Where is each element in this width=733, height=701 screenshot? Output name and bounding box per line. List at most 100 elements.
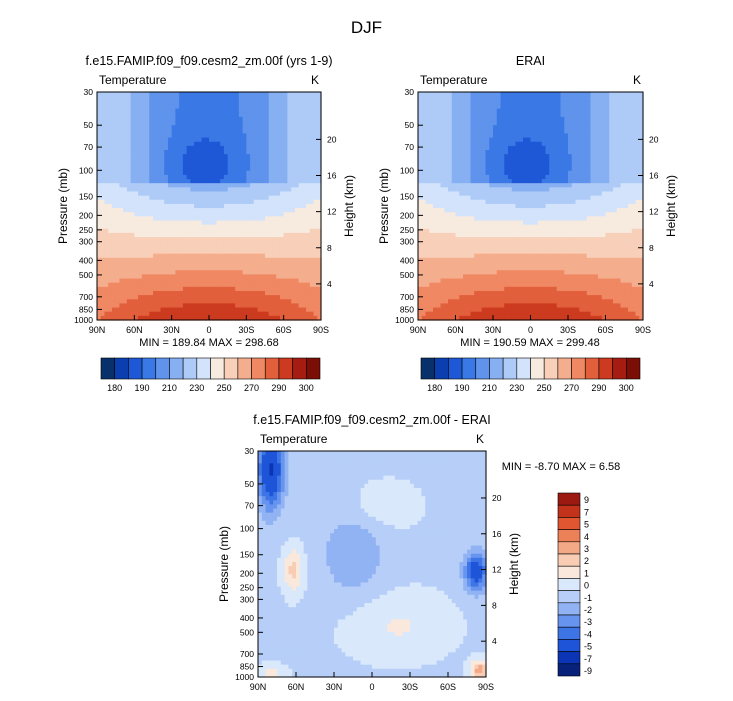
contour-cell	[500, 199, 505, 205]
contour-cell	[549, 145, 554, 151]
contour-cell	[141, 307, 147, 313]
contour-cell	[463, 179, 468, 184]
colorbar-label: 250	[217, 383, 232, 393]
contour-cell	[100, 191, 106, 197]
contour-cell	[598, 183, 603, 188]
contour-cell	[425, 195, 430, 201]
contour-cell	[123, 220, 128, 226]
contour-cell	[265, 129, 270, 135]
contour-cell	[111, 282, 117, 288]
contour-cell	[227, 208, 232, 213]
contour-cell	[156, 228, 162, 234]
contour-cell	[164, 307, 169, 313]
contour-cell	[194, 129, 199, 135]
contour-cell	[119, 295, 124, 300]
contour-cell	[294, 141, 300, 147]
contour-cell	[220, 183, 225, 188]
contour-cell	[246, 307, 251, 313]
contour-cell	[575, 104, 580, 110]
contour-cell	[104, 261, 109, 267]
contour-cell	[160, 232, 165, 238]
contour-cell	[257, 137, 262, 143]
contour-cell	[276, 261, 281, 267]
contour-cell	[579, 150, 584, 155]
contour-cell	[466, 183, 472, 188]
contour-cell	[141, 286, 147, 292]
contour-cell	[624, 112, 629, 118]
contour-cell	[508, 170, 513, 176]
contour-cell	[171, 100, 176, 106]
contour-cell	[231, 100, 236, 106]
contour-cell	[231, 145, 236, 151]
contour-cell	[186, 311, 191, 317]
contour-cell	[164, 179, 169, 184]
contour-cell	[276, 224, 281, 230]
contour-cell	[489, 121, 494, 126]
contour-cell	[268, 228, 274, 234]
contour-cell	[474, 125, 479, 130]
contour-cell	[598, 158, 603, 164]
contour-cell	[100, 116, 106, 122]
contour-cell	[605, 162, 610, 168]
contour-cell	[421, 121, 427, 126]
contour-cell	[620, 92, 625, 97]
contour-cell	[279, 245, 285, 251]
contour-cell	[242, 162, 247, 168]
contour-cell	[294, 96, 300, 101]
contour-cell	[182, 112, 188, 118]
contour-cell	[209, 195, 214, 201]
contour-cell	[609, 112, 614, 118]
contour-cell	[444, 170, 449, 176]
contour-cell	[265, 121, 270, 126]
contour-cell	[216, 290, 221, 296]
contour-cell	[220, 274, 225, 280]
contour-cell	[298, 174, 303, 180]
contour-cell	[272, 92, 277, 97]
contour-cell	[309, 286, 315, 292]
contour-cell	[265, 311, 270, 317]
contour-cell	[433, 104, 438, 110]
contour-cell	[317, 129, 322, 135]
contour-cell	[579, 199, 584, 205]
contour-cell	[134, 311, 139, 317]
contour-cell	[160, 286, 165, 292]
contour-cell	[538, 96, 543, 101]
contour-cell	[186, 208, 191, 213]
contour-cell	[190, 245, 195, 251]
contour-cell	[220, 303, 225, 309]
contour-cell	[209, 261, 214, 267]
contour-cell	[481, 199, 487, 205]
contour-cell	[287, 179, 292, 184]
contour-cell	[201, 166, 206, 172]
contour-cell	[104, 237, 109, 242]
contour-cell	[149, 228, 154, 234]
contour-cell	[631, 129, 637, 135]
contour-cell	[306, 133, 311, 139]
contour-cell	[111, 92, 117, 97]
contour-cell	[425, 116, 430, 122]
contour-cell	[190, 191, 195, 197]
contour-field	[418, 92, 644, 321]
contour-cell	[421, 158, 427, 164]
contour-cell	[276, 170, 281, 176]
contour-cell	[242, 253, 247, 259]
contour-cell	[126, 92, 132, 97]
contour-cell	[126, 203, 132, 209]
contour-cell	[568, 187, 573, 193]
contour-cell	[160, 208, 165, 213]
contour-cell	[160, 245, 165, 251]
contour-cell	[541, 166, 547, 172]
contour-cell	[97, 303, 102, 309]
contour-cell	[541, 170, 547, 176]
contour-cell	[167, 174, 173, 180]
contour-cell	[253, 224, 259, 230]
contour-cell	[167, 307, 173, 313]
contour-cell	[541, 179, 547, 184]
contour-cell	[209, 174, 214, 180]
contour-cell	[302, 129, 307, 135]
contour-cell	[179, 121, 184, 126]
contour-cell	[613, 162, 618, 168]
contour-cell	[186, 100, 191, 106]
contour-cell	[511, 145, 517, 151]
contour-cell	[160, 104, 165, 110]
